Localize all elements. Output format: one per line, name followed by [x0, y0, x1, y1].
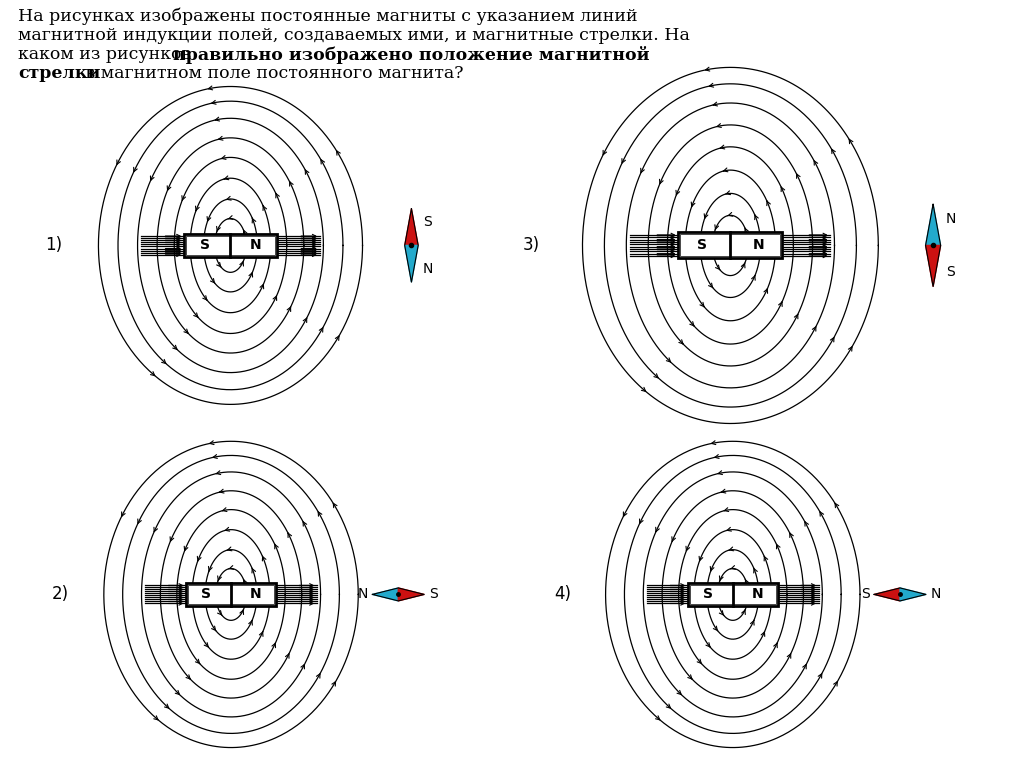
Text: 2): 2): [52, 585, 70, 604]
Text: 1): 1): [45, 236, 61, 255]
Bar: [185, 235, 275, 255]
Bar: [188, 585, 274, 604]
Text: На рисунках изображены постоянные магниты с указанием линий: На рисунках изображены постоянные магнит…: [18, 8, 638, 25]
Bar: [186, 583, 275, 606]
Text: каком из рисунков: каком из рисунков: [18, 46, 197, 63]
Text: N: N: [946, 212, 956, 225]
Text: в магнитном поле постоянного магнита?: в магнитном поле постоянного магнита?: [80, 65, 464, 82]
Text: S: S: [429, 588, 437, 601]
Text: N: N: [423, 262, 433, 276]
Text: магнитной индукции полей, создаваемых ими, и магнитные стрелки. На: магнитной индукции полей, создаваемых им…: [18, 27, 690, 44]
Bar: [688, 583, 777, 606]
Text: N: N: [357, 588, 368, 601]
Text: S: S: [202, 588, 211, 601]
Text: S: S: [423, 215, 432, 229]
Polygon shape: [373, 588, 398, 601]
Polygon shape: [900, 588, 926, 601]
Text: N: N: [752, 588, 763, 601]
Text: S: S: [696, 239, 707, 252]
Text: правильно изображено положение магнитной: правильно изображено положение магнитной: [173, 46, 649, 64]
Text: N: N: [250, 588, 261, 601]
Bar: [184, 234, 276, 257]
Polygon shape: [404, 245, 418, 282]
Text: S: S: [946, 265, 954, 279]
Text: N: N: [754, 239, 765, 252]
Text: 3): 3): [522, 236, 540, 255]
Polygon shape: [874, 588, 900, 601]
Text: S: S: [200, 239, 210, 252]
Bar: [690, 585, 776, 604]
Text: N: N: [250, 239, 262, 252]
Text: стрелки: стрелки: [18, 65, 100, 82]
Text: S: S: [703, 588, 713, 601]
Bar: [680, 235, 780, 256]
Polygon shape: [926, 204, 941, 245]
Polygon shape: [404, 209, 418, 245]
Text: 4): 4): [554, 585, 570, 604]
Polygon shape: [926, 245, 941, 287]
Polygon shape: [398, 588, 424, 601]
Text: N: N: [931, 588, 941, 601]
Bar: [678, 232, 782, 258]
Text: S: S: [861, 588, 869, 601]
